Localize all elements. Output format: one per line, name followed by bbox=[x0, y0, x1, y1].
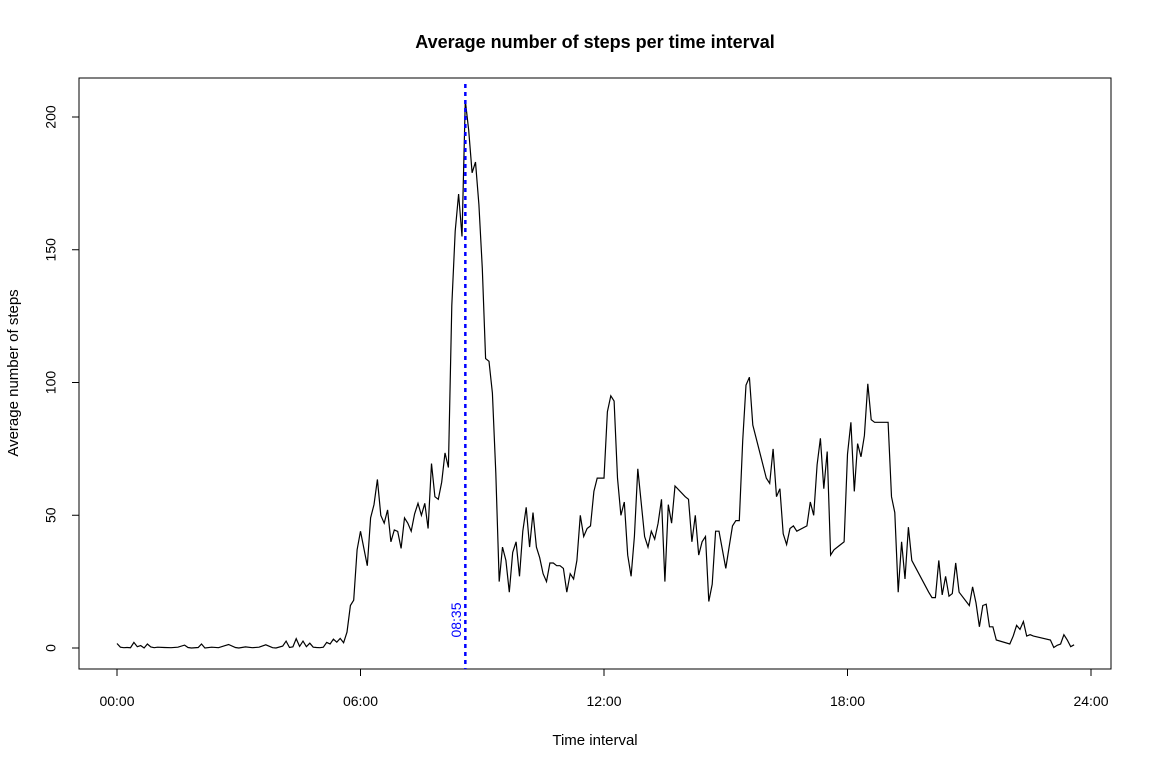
series-group bbox=[116, 100, 1075, 649]
y-tick-label: 100 bbox=[43, 371, 59, 395]
x-tick-label: 18:00 bbox=[830, 693, 865, 709]
plot-frame bbox=[78, 77, 1112, 670]
y-tick-label: 0 bbox=[43, 644, 59, 652]
series-line bbox=[116, 100, 1075, 649]
annotation-group: 08:35 bbox=[448, 84, 467, 669]
x-axis: 00:00 06:00 12:00 18:00 24:00 bbox=[99, 668, 1109, 709]
x-tick-label: 24:00 bbox=[1073, 693, 1108, 709]
y-tick-label: 150 bbox=[43, 238, 59, 262]
y-axis-label: Average number of steps bbox=[5, 289, 22, 456]
x-tick-label: 06:00 bbox=[343, 693, 378, 709]
x-tick-label: 12:00 bbox=[586, 693, 621, 709]
peak-marker-label: 08:35 bbox=[448, 602, 464, 637]
y-tick-label: 200 bbox=[43, 105, 59, 129]
x-axis-label: Time interval bbox=[552, 732, 637, 749]
x-tick-label: 00:00 bbox=[99, 693, 134, 709]
y-tick-label: 50 bbox=[43, 507, 59, 523]
chart-title: Average number of steps per time interva… bbox=[415, 32, 774, 52]
y-axis: 0 50 100 150 200 bbox=[43, 105, 80, 652]
